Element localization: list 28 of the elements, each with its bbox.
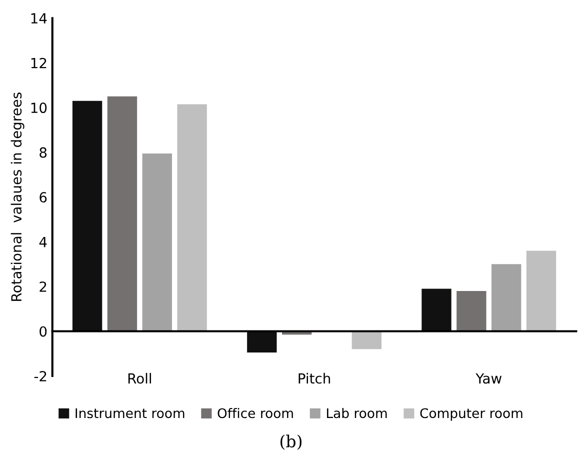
bar [422,288,452,332]
bar [526,250,556,332]
text: (b) [280,434,302,450]
bar [72,100,102,332]
bar [107,96,138,332]
y-tick-label: 8 [40,147,47,158]
x-tick-label: Roll [128,372,151,384]
bar [492,264,522,332]
bar [177,104,207,332]
y-tick-label: 0 [40,326,47,337]
y-tick-label: -2 [34,370,46,382]
y-tick-label: 10 [31,102,47,114]
y-tick-label: 12 [31,58,46,68]
x-tick-label: Pitch [298,372,330,384]
legend-label: Lab room [326,408,387,418]
bar [142,153,172,332]
bar [456,290,486,332]
bar [247,331,277,353]
y-tick-label: 4 [39,236,47,248]
legend-label: Instrument room [76,408,184,418]
y-axis-title: Rotational valaues in degrees [10,92,24,301]
y-tick-label: 6 [40,192,47,203]
legend-label: Computer room [420,408,522,421]
y-tick-label: 14 [31,13,47,24]
legend-label: Office room [218,408,293,418]
bar [352,331,382,350]
x-tick-label: Yaw [476,373,502,384]
y-tick-label: 2 [40,281,46,292]
